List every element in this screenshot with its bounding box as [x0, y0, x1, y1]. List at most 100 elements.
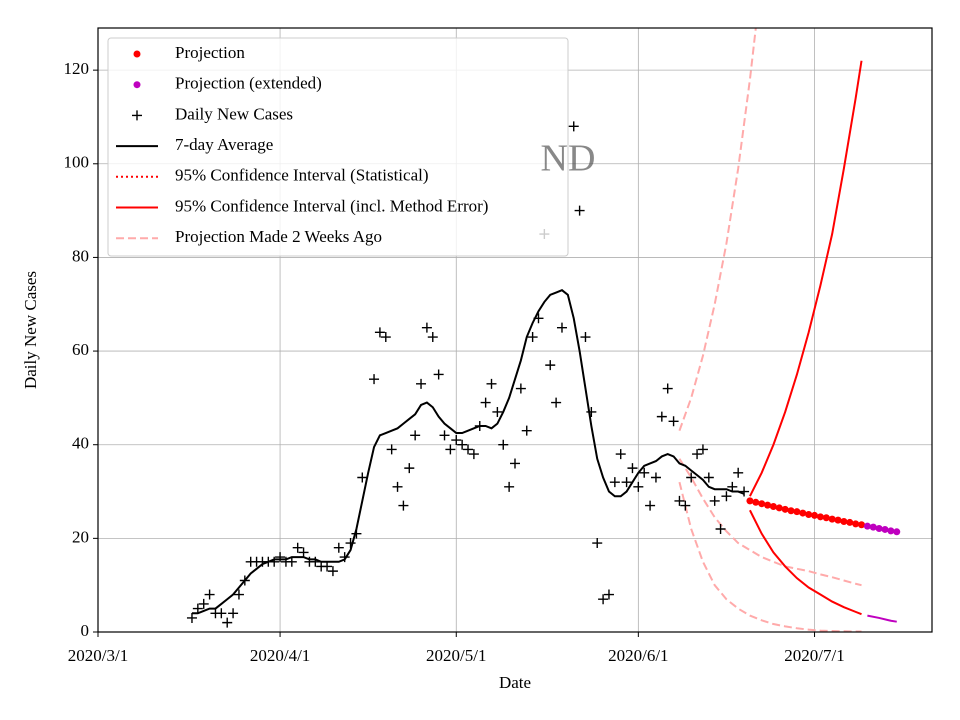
case-marker — [739, 486, 750, 497]
projection-point — [852, 520, 860, 528]
case-marker — [556, 322, 567, 333]
case-marker — [222, 617, 233, 628]
plot-area — [186, 28, 901, 632]
case-marker — [357, 472, 368, 483]
case-marker — [463, 444, 474, 455]
case-marker — [374, 327, 385, 338]
band-line — [678, 28, 757, 432]
legend-label: 7-day Average — [175, 135, 273, 154]
case-marker — [498, 439, 509, 450]
case-marker — [186, 612, 197, 623]
case-marker — [680, 500, 691, 511]
case-marker — [598, 594, 609, 605]
y-tick-label: 120 — [64, 59, 90, 78]
projection-point — [752, 498, 760, 506]
case-marker — [345, 538, 356, 549]
case-marker — [574, 205, 585, 216]
projection-point — [893, 528, 901, 536]
case-marker — [703, 472, 714, 483]
legend-label: Daily New Cases — [175, 104, 293, 123]
case-marker — [639, 467, 650, 478]
legend-label: Projection Made 2 Weeks Ago — [175, 227, 382, 246]
legend-label: Projection — [175, 43, 245, 62]
projection-point — [799, 509, 807, 517]
y-tick-label: 100 — [64, 153, 90, 172]
case-marker — [239, 575, 250, 586]
case-marker — [674, 495, 685, 506]
case-marker — [615, 449, 626, 460]
projection-point — [811, 511, 819, 519]
case-marker — [380, 332, 391, 343]
x-axis-label: Date — [499, 673, 531, 692]
legend-box — [107, 37, 569, 257]
case-marker — [709, 495, 720, 506]
projection-point — [822, 514, 830, 522]
case-marker — [733, 467, 744, 478]
y-tick-label: 60 — [72, 340, 89, 359]
band-line — [749, 60, 863, 497]
case-marker — [398, 500, 409, 511]
case-marker — [521, 425, 532, 436]
case-marker — [298, 547, 309, 558]
case-marker — [504, 481, 515, 492]
projection-point — [846, 518, 854, 526]
band-line — [867, 614, 897, 623]
projection-point — [769, 503, 777, 511]
legend-marker — [133, 81, 141, 89]
case-marker — [486, 378, 497, 389]
case-marker — [686, 472, 697, 483]
case-marker — [492, 406, 503, 417]
case-marker — [233, 589, 244, 600]
case-marker — [228, 608, 239, 619]
case-marker — [474, 420, 485, 431]
projection-point — [858, 521, 866, 529]
x-tick-label: 2020/5/1 — [426, 646, 486, 665]
case-marker — [603, 589, 614, 600]
x-tick-label: 2020/3/1 — [68, 646, 128, 665]
case-marker — [198, 598, 209, 609]
case-marker — [468, 449, 479, 460]
case-marker — [427, 332, 438, 343]
case-marker — [369, 374, 380, 385]
case-marker — [480, 397, 491, 408]
case-marker — [292, 542, 303, 553]
projection-point — [828, 515, 836, 523]
projection-point — [775, 504, 783, 512]
case-marker — [286, 556, 297, 567]
projection-point — [881, 525, 889, 533]
plot-frame — [97, 27, 933, 633]
case-marker — [386, 444, 397, 455]
projection-point — [758, 500, 766, 508]
case-marker — [533, 313, 544, 324]
case-marker — [457, 439, 468, 450]
case-marker — [668, 416, 679, 427]
case-marker — [656, 411, 667, 422]
projection-point — [869, 523, 877, 531]
case-marker — [697, 444, 708, 455]
y-tick-label: 0 — [81, 621, 90, 640]
case-marker — [275, 552, 286, 563]
case-marker — [727, 481, 738, 492]
annotation: ND — [541, 138, 596, 180]
case-marker — [192, 603, 203, 614]
case-marker — [627, 463, 638, 474]
y-tick-label: 40 — [72, 434, 89, 453]
case-marker — [551, 397, 562, 408]
projection-point — [816, 513, 824, 521]
projection-point — [887, 527, 895, 535]
y-tick-label: 80 — [72, 246, 89, 265]
average-line — [191, 289, 745, 615]
case-marker — [721, 491, 732, 502]
x-tick-label: 2020/7/1 — [784, 646, 844, 665]
case-marker — [327, 566, 338, 577]
x-tick-label: 2020/6/1 — [608, 646, 668, 665]
case-marker — [592, 538, 603, 549]
case-marker — [580, 332, 591, 343]
case-marker — [416, 378, 427, 389]
case-marker — [410, 430, 421, 441]
case-marker — [445, 444, 456, 455]
case-marker — [609, 477, 620, 488]
band-line — [749, 509, 862, 616]
projection-point — [746, 497, 754, 505]
